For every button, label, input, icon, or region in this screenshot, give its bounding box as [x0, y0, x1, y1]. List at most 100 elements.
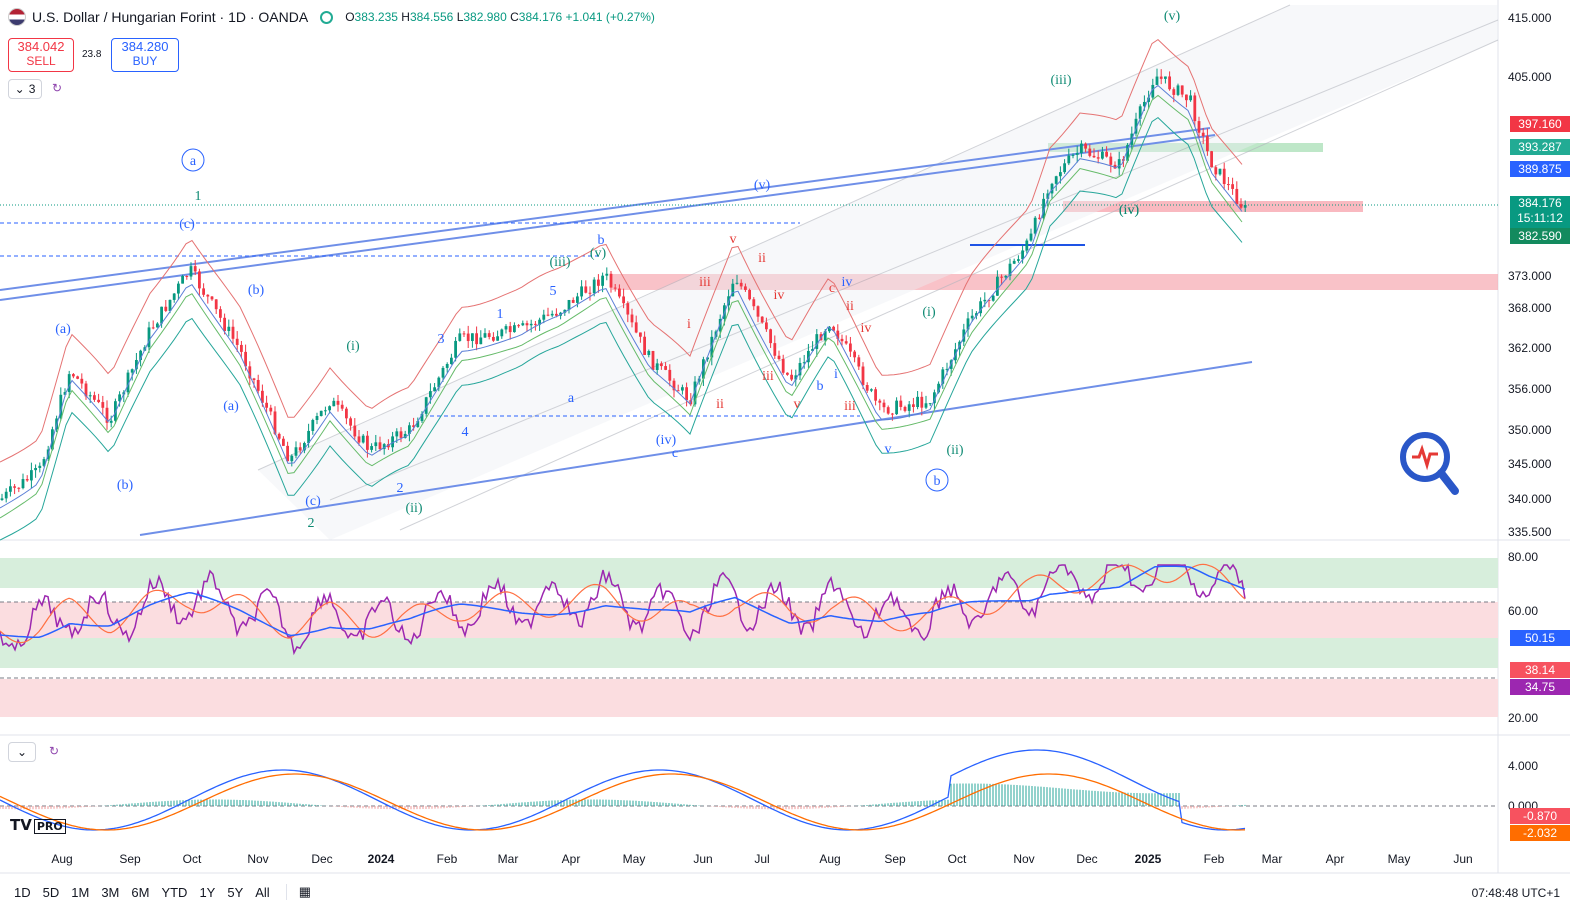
- candle-body: [693, 381, 697, 405]
- candle-body: [807, 350, 810, 363]
- candle-body: [160, 306, 163, 324]
- regression-channel[interactable]: [257, 4, 1499, 540]
- candle-body: [815, 334, 819, 349]
- symbol-header[interactable]: U.S. Dollar / Hungarian Forint · 1D · OA…: [8, 8, 655, 26]
- price-axis-label: 373.000: [1508, 269, 1552, 283]
- time-axis-label: Aug: [819, 852, 840, 866]
- macd-series[interactable]: [0, 749, 1246, 831]
- wave-label: iv: [861, 321, 872, 336]
- magnifier-icon[interactable]: [1400, 432, 1459, 495]
- candle-body: [1004, 275, 1008, 278]
- candle-body: [21, 479, 25, 489]
- wave-label: (ii): [405, 501, 422, 516]
- candle-body: [781, 359, 785, 373]
- trendline[interactable]: [139, 361, 1253, 536]
- candle-body: [567, 299, 571, 310]
- candle-body: [336, 400, 340, 405]
- tf-5d[interactable]: 5D: [42, 884, 60, 900]
- candle-body: [17, 487, 21, 489]
- candle-body: [1138, 106, 1142, 119]
- candle-body: [1239, 204, 1243, 208]
- candle-body: [1059, 172, 1062, 177]
- candle-body: [777, 355, 781, 360]
- chevron-down-icon[interactable]: ⌄: [8, 742, 36, 762]
- wave-label: 3: [438, 332, 445, 347]
- rsi-axis-label: 60.00: [1508, 604, 1538, 618]
- candle-body: [895, 400, 898, 415]
- candle-body: [84, 383, 88, 397]
- candle-body: [882, 402, 886, 408]
- candle-body: [1088, 148, 1092, 156]
- candle-body: [584, 286, 588, 293]
- tf-5y[interactable]: 5Y: [227, 884, 244, 900]
- macd-hist-badge: -0.870: [1510, 808, 1570, 824]
- candle-body: [475, 333, 478, 345]
- demand-zone[interactable]: [1063, 201, 1363, 212]
- candle-body: [613, 287, 617, 289]
- tf-ytd[interactable]: YTD: [161, 884, 188, 900]
- candle-body: [416, 421, 420, 428]
- date-range-icon[interactable]: ▦: [285, 884, 317, 900]
- indicators-toggle[interactable]: ⌄ 3: [8, 79, 42, 99]
- candle-body: [975, 313, 978, 316]
- candle-body: [538, 319, 541, 325]
- symbol-title[interactable]: U.S. Dollar / Hungarian Forint · 1D · OA…: [32, 9, 309, 25]
- candle-body: [261, 390, 264, 403]
- candle-body: [445, 364, 449, 368]
- candle-body: [1038, 217, 1041, 219]
- candle-body: [626, 303, 630, 315]
- wave-label: (i): [922, 305, 936, 320]
- candle-body: [844, 341, 848, 344]
- candle-body: [181, 276, 184, 284]
- buy-button[interactable]: 384.280 BUY: [111, 38, 179, 72]
- chevron-down-icon: ⌄: [14, 82, 25, 96]
- trendline[interactable]: [0, 127, 1211, 291]
- macd-axis-label: 4.000: [1508, 759, 1538, 773]
- candle-body: [643, 336, 646, 355]
- rsi-line: [0, 562, 1246, 656]
- candle-body: [34, 467, 37, 471]
- trendline[interactable]: [0, 134, 1216, 301]
- tf-6m[interactable]: 6M: [131, 884, 150, 900]
- rsi-axis-label: 20.00: [1508, 711, 1538, 725]
- candle-body: [366, 435, 369, 450]
- wave-label: ii: [716, 397, 724, 412]
- price-axis-label: 345.000: [1508, 457, 1552, 471]
- tf-all[interactable]: All: [255, 884, 270, 900]
- tf-1y[interactable]: 1Y: [199, 884, 216, 900]
- candle-body: [135, 359, 138, 370]
- resistance-zone[interactable]: [612, 274, 1498, 290]
- tf-1d[interactable]: 1D: [14, 884, 31, 900]
- candle-body: [928, 403, 932, 405]
- candle-body: [88, 395, 92, 397]
- wave-label: 1: [497, 307, 504, 322]
- refresh-icon[interactable]: ↻: [43, 742, 65, 760]
- candle-body: [273, 411, 277, 434]
- candle-body: [1172, 89, 1176, 95]
- candle-body: [420, 413, 424, 422]
- refresh-icon[interactable]: ↻: [46, 79, 68, 97]
- price-series[interactable]: [0, 38, 1247, 541]
- rsi-series[interactable]: [0, 562, 1246, 656]
- support-zone[interactable]: [1048, 143, 1323, 152]
- wave-label: (iii): [1051, 73, 1072, 88]
- candle-body: [466, 333, 470, 342]
- candle-body: [1235, 188, 1239, 205]
- candle-body: [109, 420, 113, 423]
- time-axis-label: 2025: [1135, 852, 1162, 866]
- candle-body: [349, 418, 352, 426]
- candle-body: [508, 326, 512, 333]
- candle-body: [30, 470, 33, 481]
- candle-body: [1227, 184, 1230, 186]
- tf-3m[interactable]: 3M: [101, 884, 120, 900]
- candle-body: [874, 389, 877, 401]
- sell-button[interactable]: 384.042 SELL: [8, 38, 74, 72]
- candle-body: [773, 343, 777, 356]
- candle-body: [639, 332, 642, 337]
- candle-body: [760, 316, 764, 323]
- clock[interactable]: 07:48:48 UTC+1: [1471, 886, 1560, 900]
- candle-body: [651, 350, 655, 370]
- tf-1m[interactable]: 1M: [71, 884, 90, 900]
- candle-body: [353, 425, 357, 437]
